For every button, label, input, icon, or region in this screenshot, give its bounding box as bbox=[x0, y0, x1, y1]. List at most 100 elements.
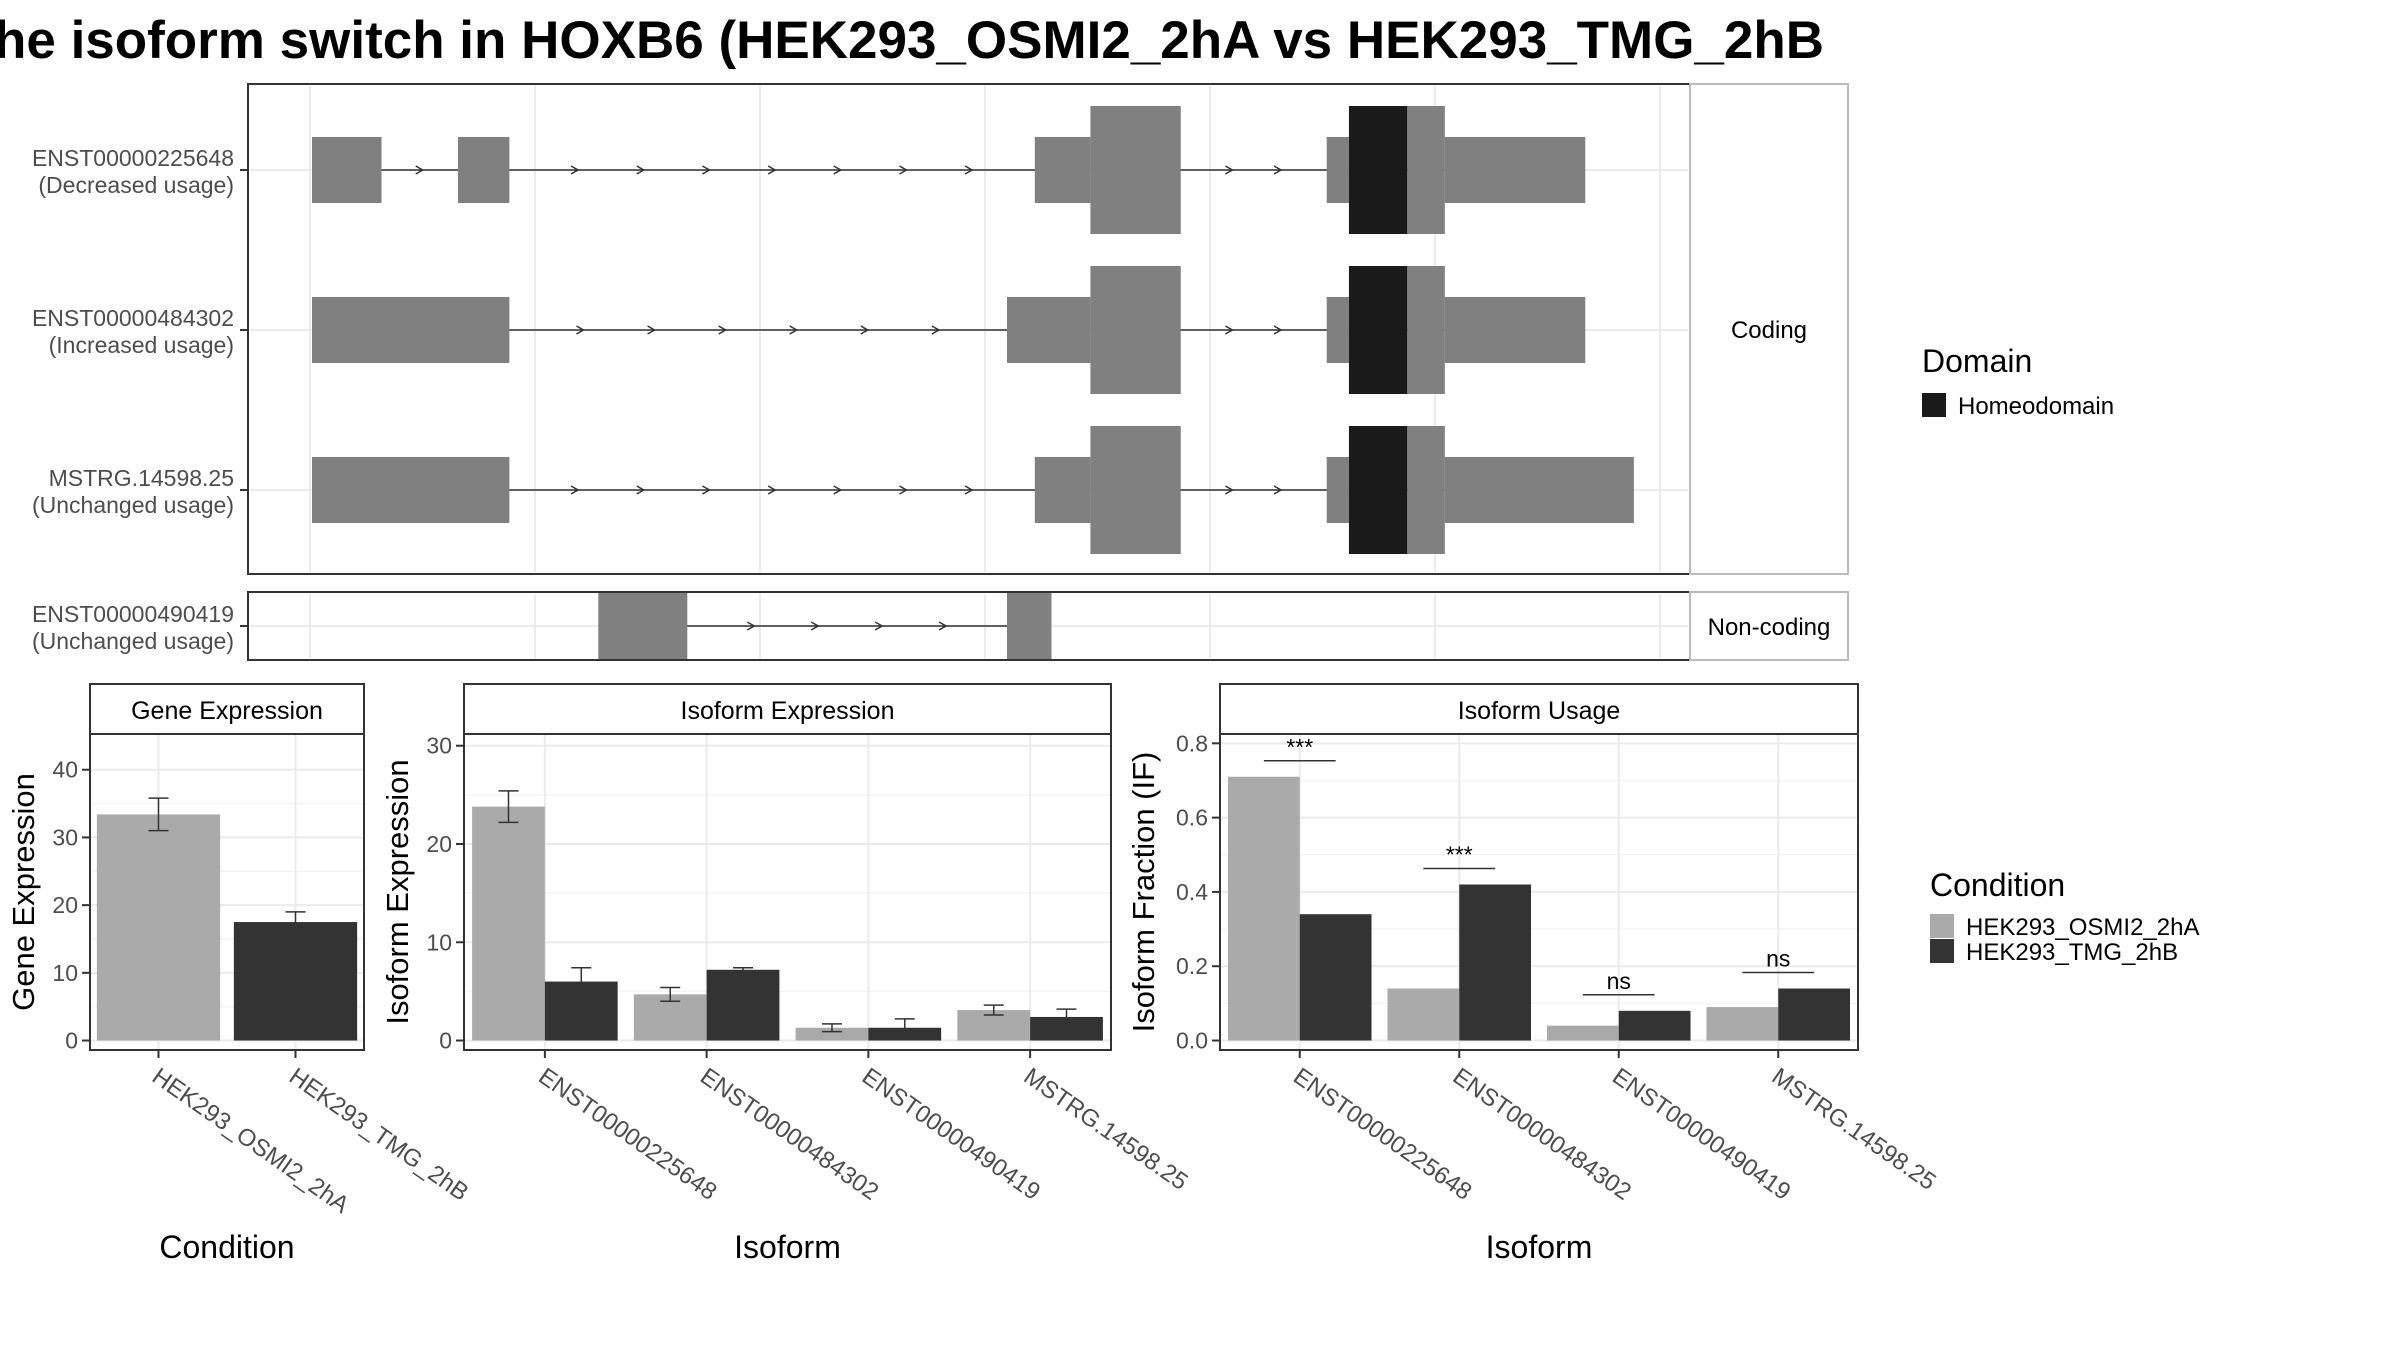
condition-legend-key bbox=[1930, 939, 1954, 963]
intron-arrow bbox=[702, 485, 711, 495]
x-tick-label: MSTRG.14598.25 bbox=[1019, 1063, 1193, 1196]
intron-arrow bbox=[899, 485, 908, 495]
intron-arrow bbox=[636, 485, 646, 495]
x-tick-label: MSTRG.14598.25 bbox=[1767, 1063, 1941, 1196]
significance-label: *** bbox=[1446, 841, 1473, 867]
bar bbox=[1387, 988, 1460, 1041]
intron-arrow bbox=[899, 165, 908, 175]
x-axis-title: Isoform bbox=[1486, 1229, 1593, 1265]
exon-block bbox=[1407, 426, 1445, 554]
transcript-id-label: MSTRG.14598.25 bbox=[49, 465, 234, 491]
intron-arrow bbox=[702, 165, 711, 175]
exon-block bbox=[1007, 297, 1091, 363]
transcript-usage-label: (Increased usage) bbox=[49, 332, 234, 358]
chart-panel-2: Isoform Usage0.00.20.40.60.8ENST00000225… bbox=[1126, 683, 1941, 1265]
condition-legend-label: HEK293_TMG_2hB bbox=[1966, 939, 2178, 966]
exon-block bbox=[1407, 106, 1445, 234]
intron-arrow bbox=[1225, 325, 1234, 335]
intron-arrow bbox=[570, 165, 580, 175]
intron-arrow bbox=[938, 621, 948, 631]
figure-title: he isoform switch in HOXB6 (HEK293_OSMI2… bbox=[0, 11, 1824, 70]
bar bbox=[1227, 776, 1300, 1041]
y-tick-label: 0.4 bbox=[1176, 879, 1208, 905]
intron-arrow bbox=[415, 165, 425, 175]
intron-arrow bbox=[833, 485, 843, 495]
intron-arrow bbox=[647, 325, 657, 335]
exon-block bbox=[1090, 106, 1181, 234]
homeodomain-block bbox=[1348, 106, 1408, 234]
y-tick-label: 0.2 bbox=[1176, 953, 1208, 979]
x-tick-label: ENST00000484302 bbox=[695, 1063, 883, 1206]
y-tick-label: 10 bbox=[52, 960, 78, 986]
intron-arrow bbox=[931, 325, 941, 335]
bar bbox=[795, 1027, 869, 1041]
y-tick-label: 10 bbox=[426, 929, 452, 955]
noncoding-strip-label: Non-coding bbox=[1708, 614, 1831, 641]
significance-label: *** bbox=[1286, 734, 1313, 760]
y-tick-label: 0 bbox=[439, 1028, 452, 1054]
homeodomain-block bbox=[1348, 266, 1408, 394]
intron-arrow bbox=[576, 325, 585, 335]
intron-arrow bbox=[1225, 485, 1234, 495]
bar bbox=[1618, 1010, 1691, 1041]
exon-block bbox=[1034, 137, 1091, 203]
intron-arrow bbox=[1273, 165, 1283, 175]
bar bbox=[706, 969, 780, 1041]
coding-strip-label: Coding bbox=[1731, 317, 1807, 344]
chart-panel-1: Isoform Expression 0 10 20 30 ENST00000225648… bbox=[380, 683, 1193, 1265]
y-tick-label: 30 bbox=[426, 733, 452, 759]
condition-legend-label: HEK293_OSMI2_2hA bbox=[1966, 914, 2199, 941]
significance-label: ns bbox=[1766, 946, 1790, 972]
y-tick-label: 20 bbox=[426, 831, 452, 857]
intron-arrow bbox=[746, 621, 756, 631]
domain-legend-key bbox=[1922, 393, 1946, 417]
bar bbox=[96, 814, 221, 1041]
y-tick-label: 0.0 bbox=[1176, 1028, 1208, 1054]
exon-block bbox=[312, 297, 510, 363]
bar bbox=[633, 994, 707, 1041]
transcript-id-label: ENST00000490419 bbox=[32, 601, 234, 627]
exon-block bbox=[1444, 297, 1586, 363]
bar bbox=[1778, 988, 1851, 1041]
panel-strip-title: Isoform Expression bbox=[681, 697, 895, 725]
y-axis-title: Isoform Expression bbox=[380, 759, 415, 1024]
intron-arrow bbox=[789, 325, 799, 335]
exon-block bbox=[1007, 593, 1052, 659]
intron-arrow bbox=[1273, 325, 1283, 335]
y-axis-title: Gene Expression bbox=[6, 773, 41, 1011]
y-tick-label: 0 bbox=[65, 1028, 78, 1054]
exon-block bbox=[312, 137, 382, 203]
condition-legend-title: Condition bbox=[1930, 867, 2065, 903]
intron-arrow bbox=[767, 485, 777, 495]
y-tick-label: 30 bbox=[52, 824, 78, 850]
intron-arrow bbox=[636, 165, 646, 175]
domain-legend-title: Domain bbox=[1922, 343, 2032, 379]
homeodomain-block bbox=[1348, 426, 1408, 554]
exon-block bbox=[1326, 137, 1349, 203]
exon-block bbox=[1407, 266, 1445, 394]
exon-block bbox=[1090, 266, 1181, 394]
intron-arrow bbox=[860, 325, 870, 335]
y-tick-label: 0.6 bbox=[1176, 805, 1208, 831]
y-axis-title: Isoform Fraction (IF) bbox=[1126, 752, 1161, 1033]
intron-arrow bbox=[964, 485, 974, 495]
exon-block bbox=[457, 137, 510, 203]
x-tick-label: ENST00000490419 bbox=[857, 1063, 1045, 1206]
bar bbox=[1546, 1025, 1619, 1041]
intron-arrow bbox=[718, 325, 728, 335]
exon-block bbox=[1444, 457, 1634, 523]
transcript-id-label: ENST00000225648 bbox=[32, 145, 234, 171]
bar bbox=[1030, 1016, 1103, 1041]
bar bbox=[1299, 914, 1372, 1041]
exon-block bbox=[1326, 297, 1349, 363]
bar bbox=[1706, 1007, 1779, 1041]
intron-arrow bbox=[964, 165, 974, 175]
intron-arrow bbox=[810, 621, 820, 631]
transcript-usage-label: (Decreased usage) bbox=[38, 172, 234, 198]
bar bbox=[472, 806, 545, 1041]
exon-block bbox=[312, 457, 510, 523]
intron-arrow bbox=[570, 485, 580, 495]
exon-block bbox=[1444, 137, 1586, 203]
domain-legend-label: Homeodomain bbox=[1958, 393, 2114, 420]
